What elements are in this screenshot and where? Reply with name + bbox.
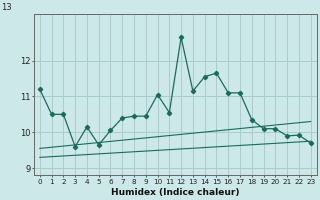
Text: 13: 13 [1, 3, 11, 12]
X-axis label: Humidex (Indice chaleur): Humidex (Indice chaleur) [111, 188, 239, 197]
